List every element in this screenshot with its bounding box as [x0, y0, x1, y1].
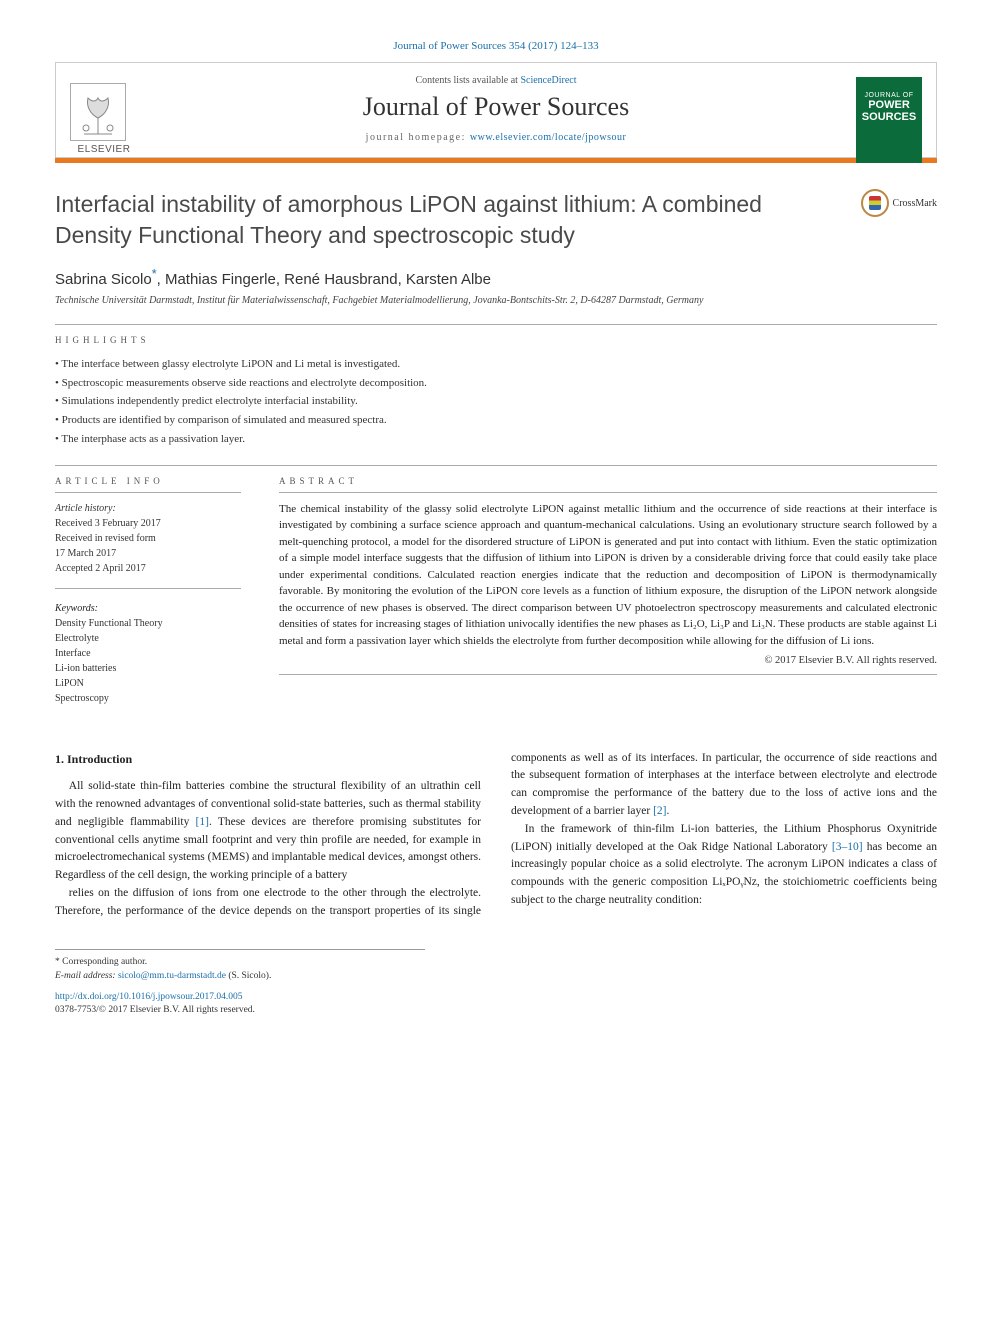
elsevier-label: ELSEVIER: [70, 144, 138, 155]
ref-link[interactable]: [3–10]: [832, 841, 863, 853]
abstract-text: The chemical instability of the glassy s…: [279, 501, 937, 650]
article-title: Interfacial instability of amorphous LiP…: [55, 189, 841, 251]
journal-header: ELSEVIER JOURNAL OF POWER SOURCES Conten…: [55, 62, 937, 158]
divider: [279, 492, 937, 493]
citation-link[interactable]: Journal of Power Sources 354 (2017) 124–…: [393, 40, 598, 52]
highlight-item: Spectroscopic measurements observe side …: [55, 374, 937, 393]
journal-name: Journal of Power Sources: [76, 92, 916, 122]
article-info-label: ARTICLE INFO: [55, 476, 241, 486]
sciencedirect-link[interactable]: ScienceDirect: [520, 75, 576, 86]
highlights-list: The interface between glassy electrolyte…: [55, 355, 937, 448]
doi-link[interactable]: http://dx.doi.org/10.1016/j.jpowsour.201…: [55, 992, 242, 1002]
divider: [279, 674, 937, 675]
divider: [55, 324, 937, 325]
body-paragraph: All solid-state thin-film batteries comb…: [55, 778, 481, 885]
author-list: Sabrina Sicolo*, Mathias Fingerle, René …: [55, 267, 937, 288]
header-citation: Journal of Power Sources 354 (2017) 124–…: [55, 40, 937, 52]
homepage-link[interactable]: www.elsevier.com/locate/jpowsour: [470, 132, 626, 143]
corresponding-author-note: * Corresponding author. E-mail address: …: [55, 949, 425, 984]
ref-link[interactable]: [2]: [653, 805, 666, 817]
elsevier-tree-icon: [70, 83, 126, 141]
abstract-label: ABSTRACT: [279, 476, 937, 486]
issn-copyright: 0378-7753/© 2017 Elsevier B.V. All right…: [55, 1005, 255, 1015]
email-label: E-mail address:: [55, 971, 118, 981]
accent-bar: [55, 158, 937, 163]
crossmark-label: CrossMark: [893, 198, 937, 209]
elsevier-logo: ELSEVIER: [70, 83, 138, 163]
keywords-label: Keywords:: [55, 603, 241, 614]
body-paragraph: In the framework of thin-film Li-ion bat…: [511, 821, 937, 910]
affiliation: Technische Universität Darmstadt, Instit…: [55, 294, 937, 308]
divider: [55, 588, 241, 589]
highlight-item: The interface between glassy electrolyte…: [55, 355, 937, 374]
keywords-list: Density Functional Theory Electrolyte In…: [55, 616, 241, 706]
author-email-link[interactable]: sicolo@mm.tu-darmstadt.de: [118, 971, 226, 981]
highlight-item: The interphase acts as a passivation lay…: [55, 430, 937, 449]
crossmark-badge[interactable]: CrossMark: [861, 189, 937, 217]
article-info-column: ARTICLE INFO Article history: Received 3…: [55, 476, 241, 706]
cover-title-2: SOURCES: [857, 111, 921, 123]
section-heading: 1. Introduction: [55, 750, 481, 769]
journal-homepage: journal homepage: www.elsevier.com/locat…: [76, 132, 916, 143]
abstract-column: ABSTRACT The chemical instability of the…: [279, 476, 937, 706]
highlight-item: Simulations independently predict electr…: [55, 392, 937, 411]
ref-link[interactable]: [1]: [196, 816, 209, 828]
article-body: 1. Introduction All solid-state thin-fil…: [55, 750, 937, 921]
highlights-label: HIGHLIGHTS: [55, 335, 937, 345]
highlight-item: Products are identified by comparison of…: [55, 411, 937, 430]
journal-cover-thumb: JOURNAL OF POWER SOURCES: [856, 77, 922, 163]
divider: [55, 492, 241, 493]
copyright-line: © 2017 Elsevier B.V. All rights reserved…: [279, 655, 937, 666]
crossmark-icon: [861, 189, 889, 217]
divider: [55, 465, 937, 466]
cover-title-1: POWER: [857, 99, 921, 111]
contents-available: Contents lists available at ScienceDirec…: [76, 75, 916, 86]
doi-block: http://dx.doi.org/10.1016/j.jpowsour.201…: [55, 991, 937, 1018]
article-history: Article history: Received 3 February 201…: [55, 501, 241, 576]
